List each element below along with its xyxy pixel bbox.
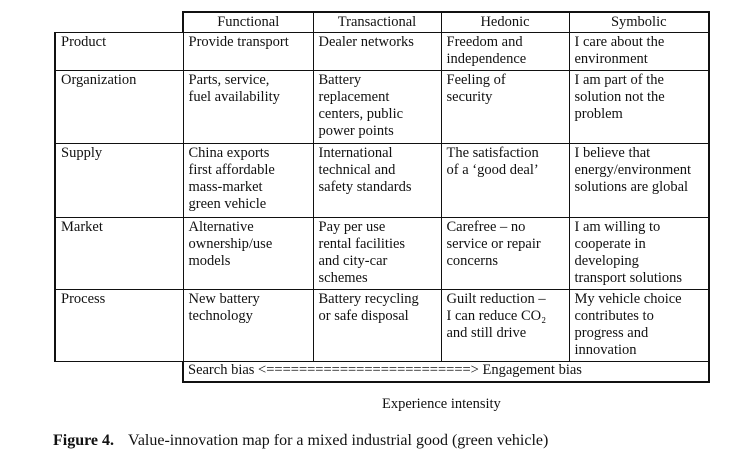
cell-text-line: technical and [318,162,396,178]
cell-text-line: I believe that [574,145,651,161]
cell-text-line: problem [574,106,623,122]
cell-text-line: solutions are global [574,179,689,195]
cell-text-line: and still drive [446,325,527,341]
cell-hedonic: Feeling of security [440,70,569,144]
cell-text-line: of a ‘good deal’ [446,162,539,178]
cell-text-line: Provide transport [188,34,289,50]
table-row-product: Product Provide transport Dealer networks F… [54,32,710,71]
cell-symbolic: My vehicle choice contributes to progress … [568,289,710,362]
cell-text-line: Battery [318,72,362,88]
cell-text-line: technology [188,308,253,324]
cell-hedonic: Guilt reduction – I can reduce CO₂ and sti… [440,289,569,362]
caption-text: Value-innovation map for a mixed industr… [128,432,549,449]
cell-text-line: progress and [574,325,649,341]
cell-transactional: International technical and safety standar… [312,143,441,218]
cell-functional: New battery technology [182,289,313,362]
cell-symbolic: I care about the environment [568,32,710,71]
table-row-market: Market Alternative ownership/use models Pay … [54,217,710,290]
cell-text-line: environment [574,51,648,67]
header-corner [55,12,183,33]
cell-text-line: innovation [574,342,637,358]
cell-text-line: New battery [188,291,260,307]
cell-text-line: and city-car [318,253,388,269]
table-body: Product Provide transport Dealer networks F… [54,32,710,383]
table-row-supply: Supply China exports first affordable mass-… [54,143,710,218]
cell-text-line: Freedom and [446,34,523,50]
figure-label: Figure 4. [53,432,115,449]
column-header-hedonic: Hedonic [440,11,569,33]
search-engagement-bias-scale: Search bias <=========================> … [182,361,710,383]
cell-text-line: I can reduce CO₂ [446,308,547,324]
cell-text-line: The satisfaction [446,145,539,161]
cell-text-line: Feeling of [446,72,506,88]
table-header-row: Functional Transactional Hedonic Symboli… [55,11,710,33]
cell-text-line: Carefree – no [446,219,526,235]
cell-transactional: Dealer networks [312,32,441,71]
cell-transactional: Pay per use rental facilities and city-car… [312,217,441,290]
row-label: Organization [54,70,183,144]
cell-text-line: I am willing to [574,219,661,235]
cell-text-line: transport solutions [574,270,683,286]
cell-text-line: Dealer networks [318,34,414,50]
row-label: Supply [54,143,183,218]
cell-text-line: energy/environment [574,162,692,178]
cell-text-line: power points [318,123,394,139]
cell-functional: Parts, service, fuel availability [182,70,313,144]
cell-text-line: solution not the [574,89,665,105]
table-row-process: Process New battery technology Battery recy… [54,289,710,362]
cell-text-line: independence [446,51,527,67]
figure-caption: Figure 4. Value-innovation map for a mixe… [53,432,548,450]
cell-text-line: ownership/use [188,236,273,252]
cell-text-line: cooperate in [574,236,646,252]
cell-text-line: Guilt reduction – [446,291,546,307]
cell-text-line: centers, public [318,106,404,122]
cell-text-line: replacement [318,89,390,105]
cell-functional: Alternative ownership/use models [182,217,313,290]
value-innovation-table: Functional Transactional Hedonic Symboli… [54,11,710,383]
cell-text-line: service or repair [446,236,541,252]
column-header-transactional: Transactional [312,11,441,33]
cell-text-line: contributes to [574,308,654,324]
cell-text-line: fuel availability [188,89,280,105]
cell-text-line: I care about the [574,34,665,50]
cell-text-line: Battery recycling [318,291,419,307]
cell-text-line: Parts, service, [188,72,270,88]
cell-text-line: models [188,253,231,269]
cell-transactional: Battery replacement centers, public power p… [312,70,441,144]
cell-text-line: mass-market [188,179,263,195]
cell-hedonic: Carefree – no service or repair concerns [440,217,569,290]
cell-hedonic: The satisfaction of a ‘good deal’ [440,143,569,218]
row-label: Market [54,217,183,290]
cell-symbolic: I believe that energy/environment solution… [568,143,710,218]
bias-row: Search bias <=========================> … [55,361,710,383]
cell-text-line: International [318,145,393,161]
cell-text-line: security [446,89,493,105]
cell-text-line: I am part of the [574,72,664,88]
row-label: Process [54,289,183,362]
cell-text-line: My vehicle choice [574,291,682,307]
row-label: Product [54,32,183,71]
cell-symbolic: I am willing to cooperate in developing tra… [568,217,710,290]
column-header-symbolic: Symbolic [568,11,710,33]
cell-text-line: schemes [318,270,368,286]
cell-text-line: Pay per use [318,219,386,235]
cell-text-line: first affordable [188,162,275,178]
cell-functional: Provide transport [182,32,313,71]
cell-text-line: concerns [446,253,499,269]
table-row-organization: Organization Parts, service, fuel availabi… [54,70,710,144]
cell-text-line: safety standards [318,179,412,195]
cell-transactional: Battery recycling or safe disposal [312,289,441,362]
cell-text-line: green vehicle [188,196,267,212]
cell-text-line: China exports [188,145,270,161]
column-header-functional: Functional [182,11,313,33]
cell-functional: China exports first affordable mass-market… [182,143,313,218]
cell-text-line: or safe disposal [318,308,409,324]
cell-text-line: rental facilities [318,236,406,252]
cell-hedonic: Freedom and independence [440,32,569,71]
cell-symbolic: I am part of the solution not the problem [568,70,710,144]
cell-text-line: Alternative [188,219,254,235]
experience-intensity-axis-label: Experience intensity [382,396,501,412]
cell-text-line: developing [574,253,639,269]
